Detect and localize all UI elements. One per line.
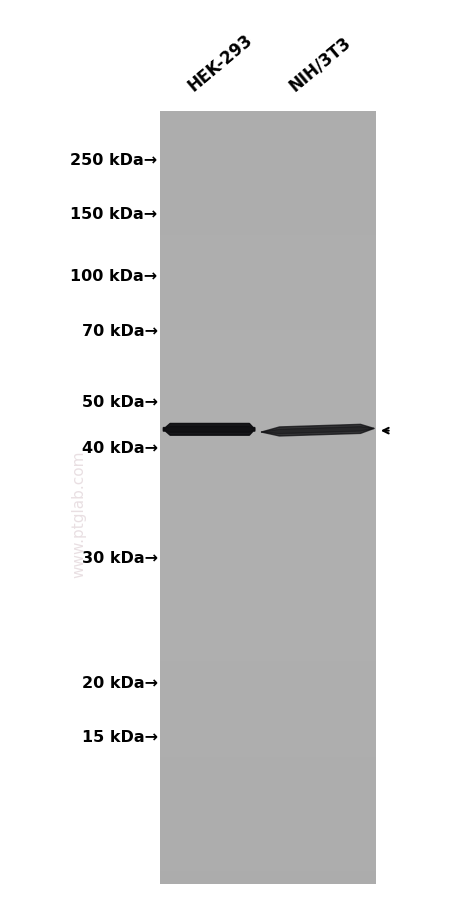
Text: 150 kDa→: 150 kDa→ [70,207,158,222]
Text: 15 kDa→: 15 kDa→ [81,730,158,744]
Text: 30 kDa→: 30 kDa→ [81,550,158,565]
Text: HEK-293: HEK-293 [184,31,256,95]
Text: NIH/3T3: NIH/3T3 [285,33,354,95]
Text: 50 kDa→: 50 kDa→ [81,395,158,410]
Text: 100 kDa→: 100 kDa→ [70,269,158,283]
Text: 250 kDa→: 250 kDa→ [70,153,158,168]
Text: 20 kDa→: 20 kDa→ [81,676,158,690]
Text: 70 kDa→: 70 kDa→ [81,324,158,338]
Text: www.ptglab.com: www.ptglab.com [71,450,86,578]
Text: 40 kDa→: 40 kDa→ [81,441,158,456]
